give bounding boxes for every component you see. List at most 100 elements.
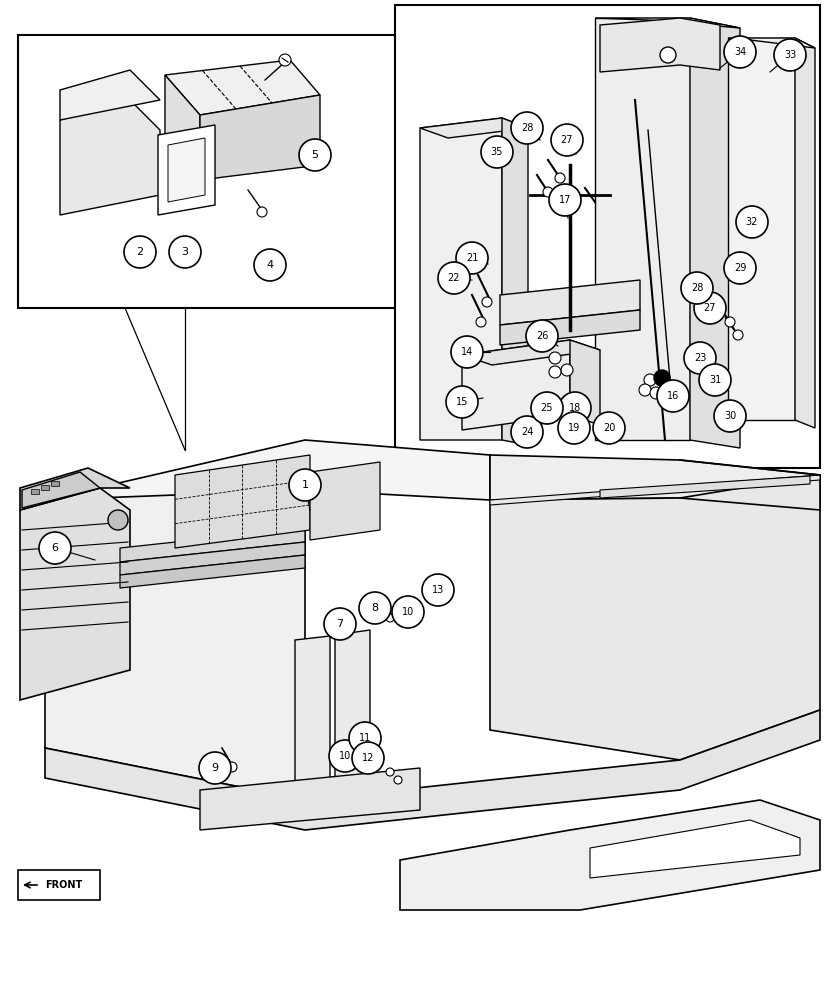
Circle shape <box>593 412 625 444</box>
Circle shape <box>39 532 71 564</box>
Circle shape <box>329 740 361 772</box>
Text: 19: 19 <box>568 423 580 433</box>
Polygon shape <box>728 38 815 48</box>
Polygon shape <box>200 95 320 180</box>
Polygon shape <box>120 528 305 562</box>
Polygon shape <box>60 70 160 120</box>
Text: 20: 20 <box>603 423 616 433</box>
Circle shape <box>661 382 673 394</box>
Text: 31: 31 <box>709 375 721 385</box>
Circle shape <box>324 608 356 640</box>
Bar <box>51 481 59 486</box>
Bar <box>18 870 100 900</box>
Polygon shape <box>335 630 370 790</box>
Polygon shape <box>462 340 570 430</box>
Circle shape <box>352 742 384 774</box>
Text: 32: 32 <box>746 217 758 227</box>
Polygon shape <box>570 340 600 425</box>
Circle shape <box>724 252 756 284</box>
Circle shape <box>422 574 454 606</box>
Circle shape <box>699 364 731 396</box>
Circle shape <box>657 380 689 412</box>
Text: 28: 28 <box>521 123 533 133</box>
Circle shape <box>299 139 331 171</box>
Polygon shape <box>22 472 100 508</box>
Text: 22: 22 <box>447 273 461 283</box>
Circle shape <box>654 370 670 386</box>
Text: 27: 27 <box>704 303 716 313</box>
Text: 21: 21 <box>466 253 478 263</box>
Text: 2: 2 <box>137 247 143 257</box>
Circle shape <box>451 336 483 368</box>
Polygon shape <box>490 475 820 760</box>
Text: 4: 4 <box>266 260 274 270</box>
Polygon shape <box>690 18 740 448</box>
Bar <box>395 5 820 468</box>
Text: 10: 10 <box>402 607 414 617</box>
Polygon shape <box>20 468 130 510</box>
Bar <box>31 489 39 494</box>
Text: 18: 18 <box>569 403 581 413</box>
Text: 1: 1 <box>302 480 308 490</box>
Circle shape <box>526 320 558 352</box>
Polygon shape <box>590 820 800 878</box>
Polygon shape <box>120 542 305 575</box>
Text: 13: 13 <box>432 585 444 595</box>
Circle shape <box>551 124 583 156</box>
Text: 17: 17 <box>559 195 571 205</box>
Polygon shape <box>295 636 330 795</box>
Text: 8: 8 <box>372 603 378 613</box>
Polygon shape <box>600 476 810 498</box>
Text: 7: 7 <box>336 619 344 629</box>
Polygon shape <box>490 475 820 505</box>
Text: 34: 34 <box>734 47 746 57</box>
Circle shape <box>774 39 806 71</box>
Circle shape <box>549 352 561 364</box>
Text: 23: 23 <box>694 353 706 363</box>
Text: 25: 25 <box>541 403 553 413</box>
Circle shape <box>736 206 768 238</box>
Circle shape <box>558 412 590 444</box>
Circle shape <box>511 112 543 144</box>
Polygon shape <box>120 555 305 588</box>
Circle shape <box>549 366 561 378</box>
Bar <box>41 485 49 490</box>
Circle shape <box>694 292 726 324</box>
Polygon shape <box>20 488 130 700</box>
Circle shape <box>644 374 656 386</box>
Text: 27: 27 <box>561 135 574 145</box>
Polygon shape <box>500 310 640 345</box>
Polygon shape <box>795 38 815 428</box>
Text: FRONT: FRONT <box>45 880 82 890</box>
Circle shape <box>531 392 563 424</box>
Circle shape <box>446 386 478 418</box>
Polygon shape <box>60 100 160 215</box>
Circle shape <box>199 752 231 784</box>
Circle shape <box>549 184 581 216</box>
Circle shape <box>639 384 651 396</box>
Polygon shape <box>45 440 490 548</box>
Polygon shape <box>420 118 528 138</box>
Circle shape <box>555 173 565 183</box>
Text: 35: 35 <box>491 147 503 157</box>
Text: 29: 29 <box>734 263 747 273</box>
Circle shape <box>476 317 486 327</box>
Polygon shape <box>600 18 720 72</box>
Circle shape <box>724 36 756 68</box>
Text: 15: 15 <box>456 397 468 407</box>
Polygon shape <box>168 138 205 202</box>
Text: 12: 12 <box>362 753 374 763</box>
Circle shape <box>681 272 713 304</box>
Text: 33: 33 <box>784 50 796 60</box>
Circle shape <box>257 207 267 217</box>
Circle shape <box>349 722 381 754</box>
Circle shape <box>359 592 391 624</box>
Text: 6: 6 <box>51 543 59 553</box>
Polygon shape <box>45 490 305 800</box>
Circle shape <box>684 342 716 374</box>
Circle shape <box>227 762 237 772</box>
Polygon shape <box>45 710 820 830</box>
Text: 9: 9 <box>212 763 218 773</box>
Text: 16: 16 <box>667 391 679 401</box>
Polygon shape <box>490 455 820 510</box>
